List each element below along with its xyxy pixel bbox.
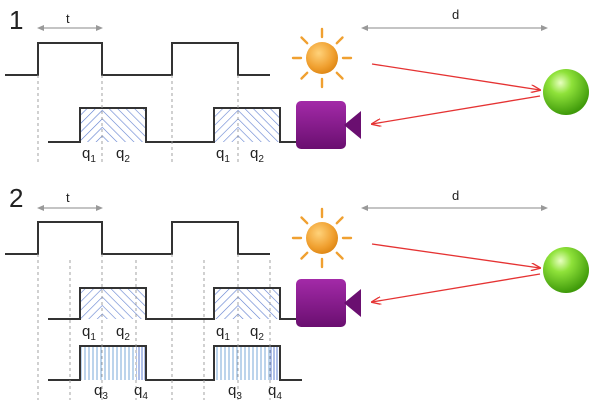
received-pulse-signal	[48, 287, 296, 320]
q4-label: q	[134, 382, 142, 399]
period-label: t	[66, 190, 70, 205]
svg-text:q2: q2	[250, 145, 264, 165]
q2-label: q	[116, 323, 124, 340]
received-pulse-signal-delayed	[48, 345, 302, 381]
camera-icon	[296, 279, 361, 327]
q1-subscript: 1	[224, 154, 230, 165]
q2-subscript: 2	[258, 332, 264, 343]
q1-label: q	[216, 323, 224, 340]
svg-text:q1: q1	[216, 145, 230, 165]
window-q2-fill	[102, 288, 146, 319]
svg-text:q4: q4	[134, 382, 148, 402]
window-labels-lower: q3 q4 q3 q4	[94, 382, 282, 402]
svg-text:q2: q2	[116, 145, 130, 165]
reflected-light-ray	[372, 95, 541, 124]
q1-subscript: 1	[90, 332, 96, 343]
window-q1-fill	[214, 108, 238, 142]
window-q1-fill	[214, 288, 238, 319]
q1-subscript: 1	[224, 332, 230, 343]
q3-label: q	[228, 382, 236, 399]
window-q3-fill	[80, 346, 136, 380]
period-label: t	[66, 11, 70, 26]
window-q3-fill	[214, 346, 270, 380]
window-q2-fill	[102, 108, 146, 142]
panel-2: 2 t q1 q2 q1 q2	[5, 183, 589, 402]
q2-label: q	[250, 323, 258, 340]
q2-label: q	[116, 145, 124, 162]
window-q4-fill	[270, 346, 280, 380]
svg-text:q1: q1	[82, 145, 96, 165]
q2-label: q	[250, 145, 258, 162]
q1-subscript: 1	[90, 154, 96, 165]
q2-subscript: 2	[124, 332, 130, 343]
svg-text:q2: q2	[116, 323, 130, 343]
emitted-pulse-signal	[5, 221, 270, 255]
q1-label: q	[216, 145, 224, 162]
window-q2-fill	[238, 288, 280, 319]
emitted-light-ray	[371, 63, 540, 90]
q3-label: q	[94, 382, 102, 399]
window-q1-fill	[80, 288, 102, 319]
q1-label: q	[82, 323, 90, 340]
sun-icon	[291, 207, 353, 269]
window-q2-fill	[238, 108, 280, 142]
distance-label: d	[452, 188, 459, 203]
svg-text:q1: q1	[82, 323, 96, 343]
svg-text:q1: q1	[216, 323, 230, 343]
window-q4-fill	[136, 346, 146, 380]
window-q1-fill	[80, 108, 102, 142]
q4-label: q	[268, 382, 276, 399]
reflected-light-ray	[372, 273, 541, 302]
target-object-icon	[543, 69, 589, 115]
q4-subscript: 4	[276, 391, 282, 402]
window-labels: q1 q2 q1 q2	[82, 323, 264, 343]
q1-label: q	[82, 145, 90, 162]
emitted-pulse-signal	[5, 42, 270, 76]
panel-number: 1	[9, 5, 23, 35]
distance-label: d	[452, 7, 459, 22]
svg-text:q3: q3	[228, 382, 242, 402]
q3-subscript: 3	[236, 391, 242, 402]
received-pulse-signal	[48, 107, 296, 143]
q2-subscript: 2	[258, 154, 264, 165]
svg-text:q4: q4	[268, 382, 282, 402]
q3-subscript: 3	[102, 391, 108, 402]
panel-1: 1 t q1 q2 q1 q2 d	[5, 5, 589, 165]
q2-subscript: 2	[124, 154, 130, 165]
camera-icon	[296, 101, 361, 149]
q4-subscript: 4	[142, 391, 148, 402]
svg-text:q2: q2	[250, 323, 264, 343]
window-labels: q1 q2 q1 q2	[82, 145, 264, 165]
target-object-icon	[543, 247, 589, 293]
emitted-light-ray	[371, 243, 540, 268]
panel-number: 2	[9, 183, 23, 213]
svg-text:q3: q3	[94, 382, 108, 402]
sun-icon	[291, 27, 353, 89]
